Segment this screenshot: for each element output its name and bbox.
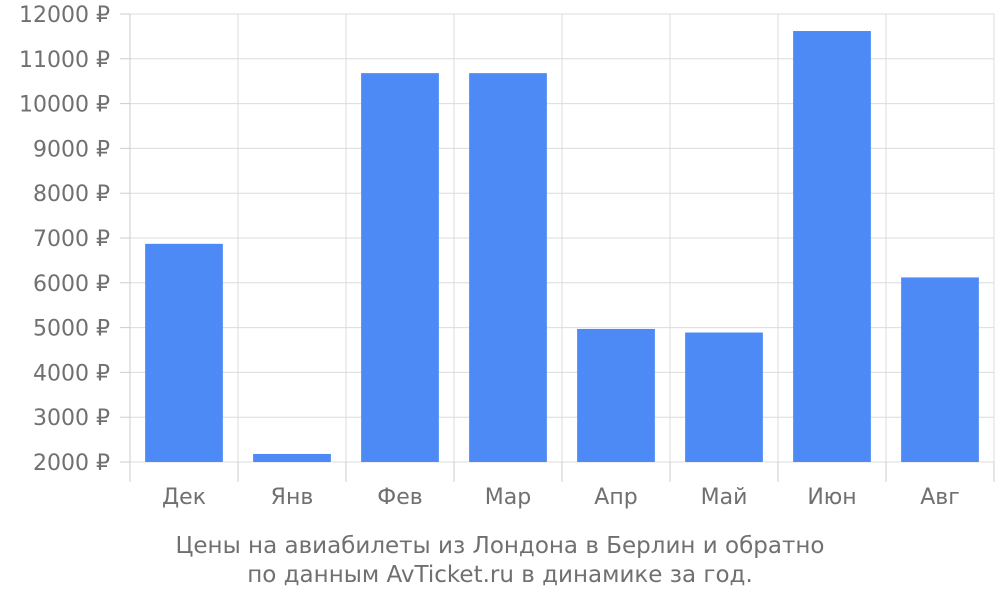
y-tick-label: 5000 ₽: [33, 317, 110, 342]
y-tick-label: 2000 ₽: [33, 451, 110, 476]
bar-0: [145, 243, 223, 462]
y-tick-label: 3000 ₽: [33, 406, 110, 431]
bar-6: [793, 31, 871, 463]
bar-1: [253, 453, 331, 462]
x-tick-label: Апр: [594, 485, 637, 510]
y-tick-label: 8000 ₽: [33, 182, 110, 207]
x-tick-label: Мар: [485, 485, 531, 510]
y-tick-label: 4000 ₽: [33, 361, 110, 386]
chart-caption-line-2: по данным AvTicket.ru в динамике за год.: [247, 562, 753, 588]
bars: [145, 31, 979, 463]
chart-caption-line-1: Цены на авиабилеты из Лондона в Берлин и…: [175, 533, 825, 559]
bar-5: [685, 332, 763, 462]
bar-2: [361, 73, 439, 463]
bar-4: [577, 328, 655, 462]
bar-3: [469, 73, 547, 463]
x-tick-label: Авг: [920, 485, 960, 510]
y-tick-label: 10000 ₽: [19, 93, 110, 118]
axes: [120, 13, 995, 482]
x-tick-label: Янв: [271, 485, 314, 510]
y-tick-label: 11000 ₽: [19, 48, 110, 73]
y-tick-label: 7000 ₽: [33, 227, 110, 252]
x-tick-label: Июн: [807, 485, 856, 510]
x-tick-labels: Дек Янв Фев Мар Апр Май Июн Авг: [162, 485, 960, 510]
y-tick-label: 12000 ₽: [19, 3, 110, 28]
x-tick-label: Май: [701, 485, 748, 510]
y-tick-labels: 2000 ₽ 3000 ₽ 4000 ₽ 5000 ₽ 6000 ₽ 7000 ₽ 8000…: [19, 3, 110, 476]
x-tick-label: Дек: [162, 485, 206, 510]
x-tick-label: Фев: [377, 485, 422, 510]
bar-7: [901, 277, 979, 462]
y-tick-label: 6000 ₽: [33, 272, 110, 297]
bar-chart: 2000 ₽ 3000 ₽ 4000 ₽ 5000 ₽ 6000 ₽ 7000 ₽ 8000…: [19, 3, 995, 510]
y-tick-label: 9000 ₽: [33, 137, 110, 162]
